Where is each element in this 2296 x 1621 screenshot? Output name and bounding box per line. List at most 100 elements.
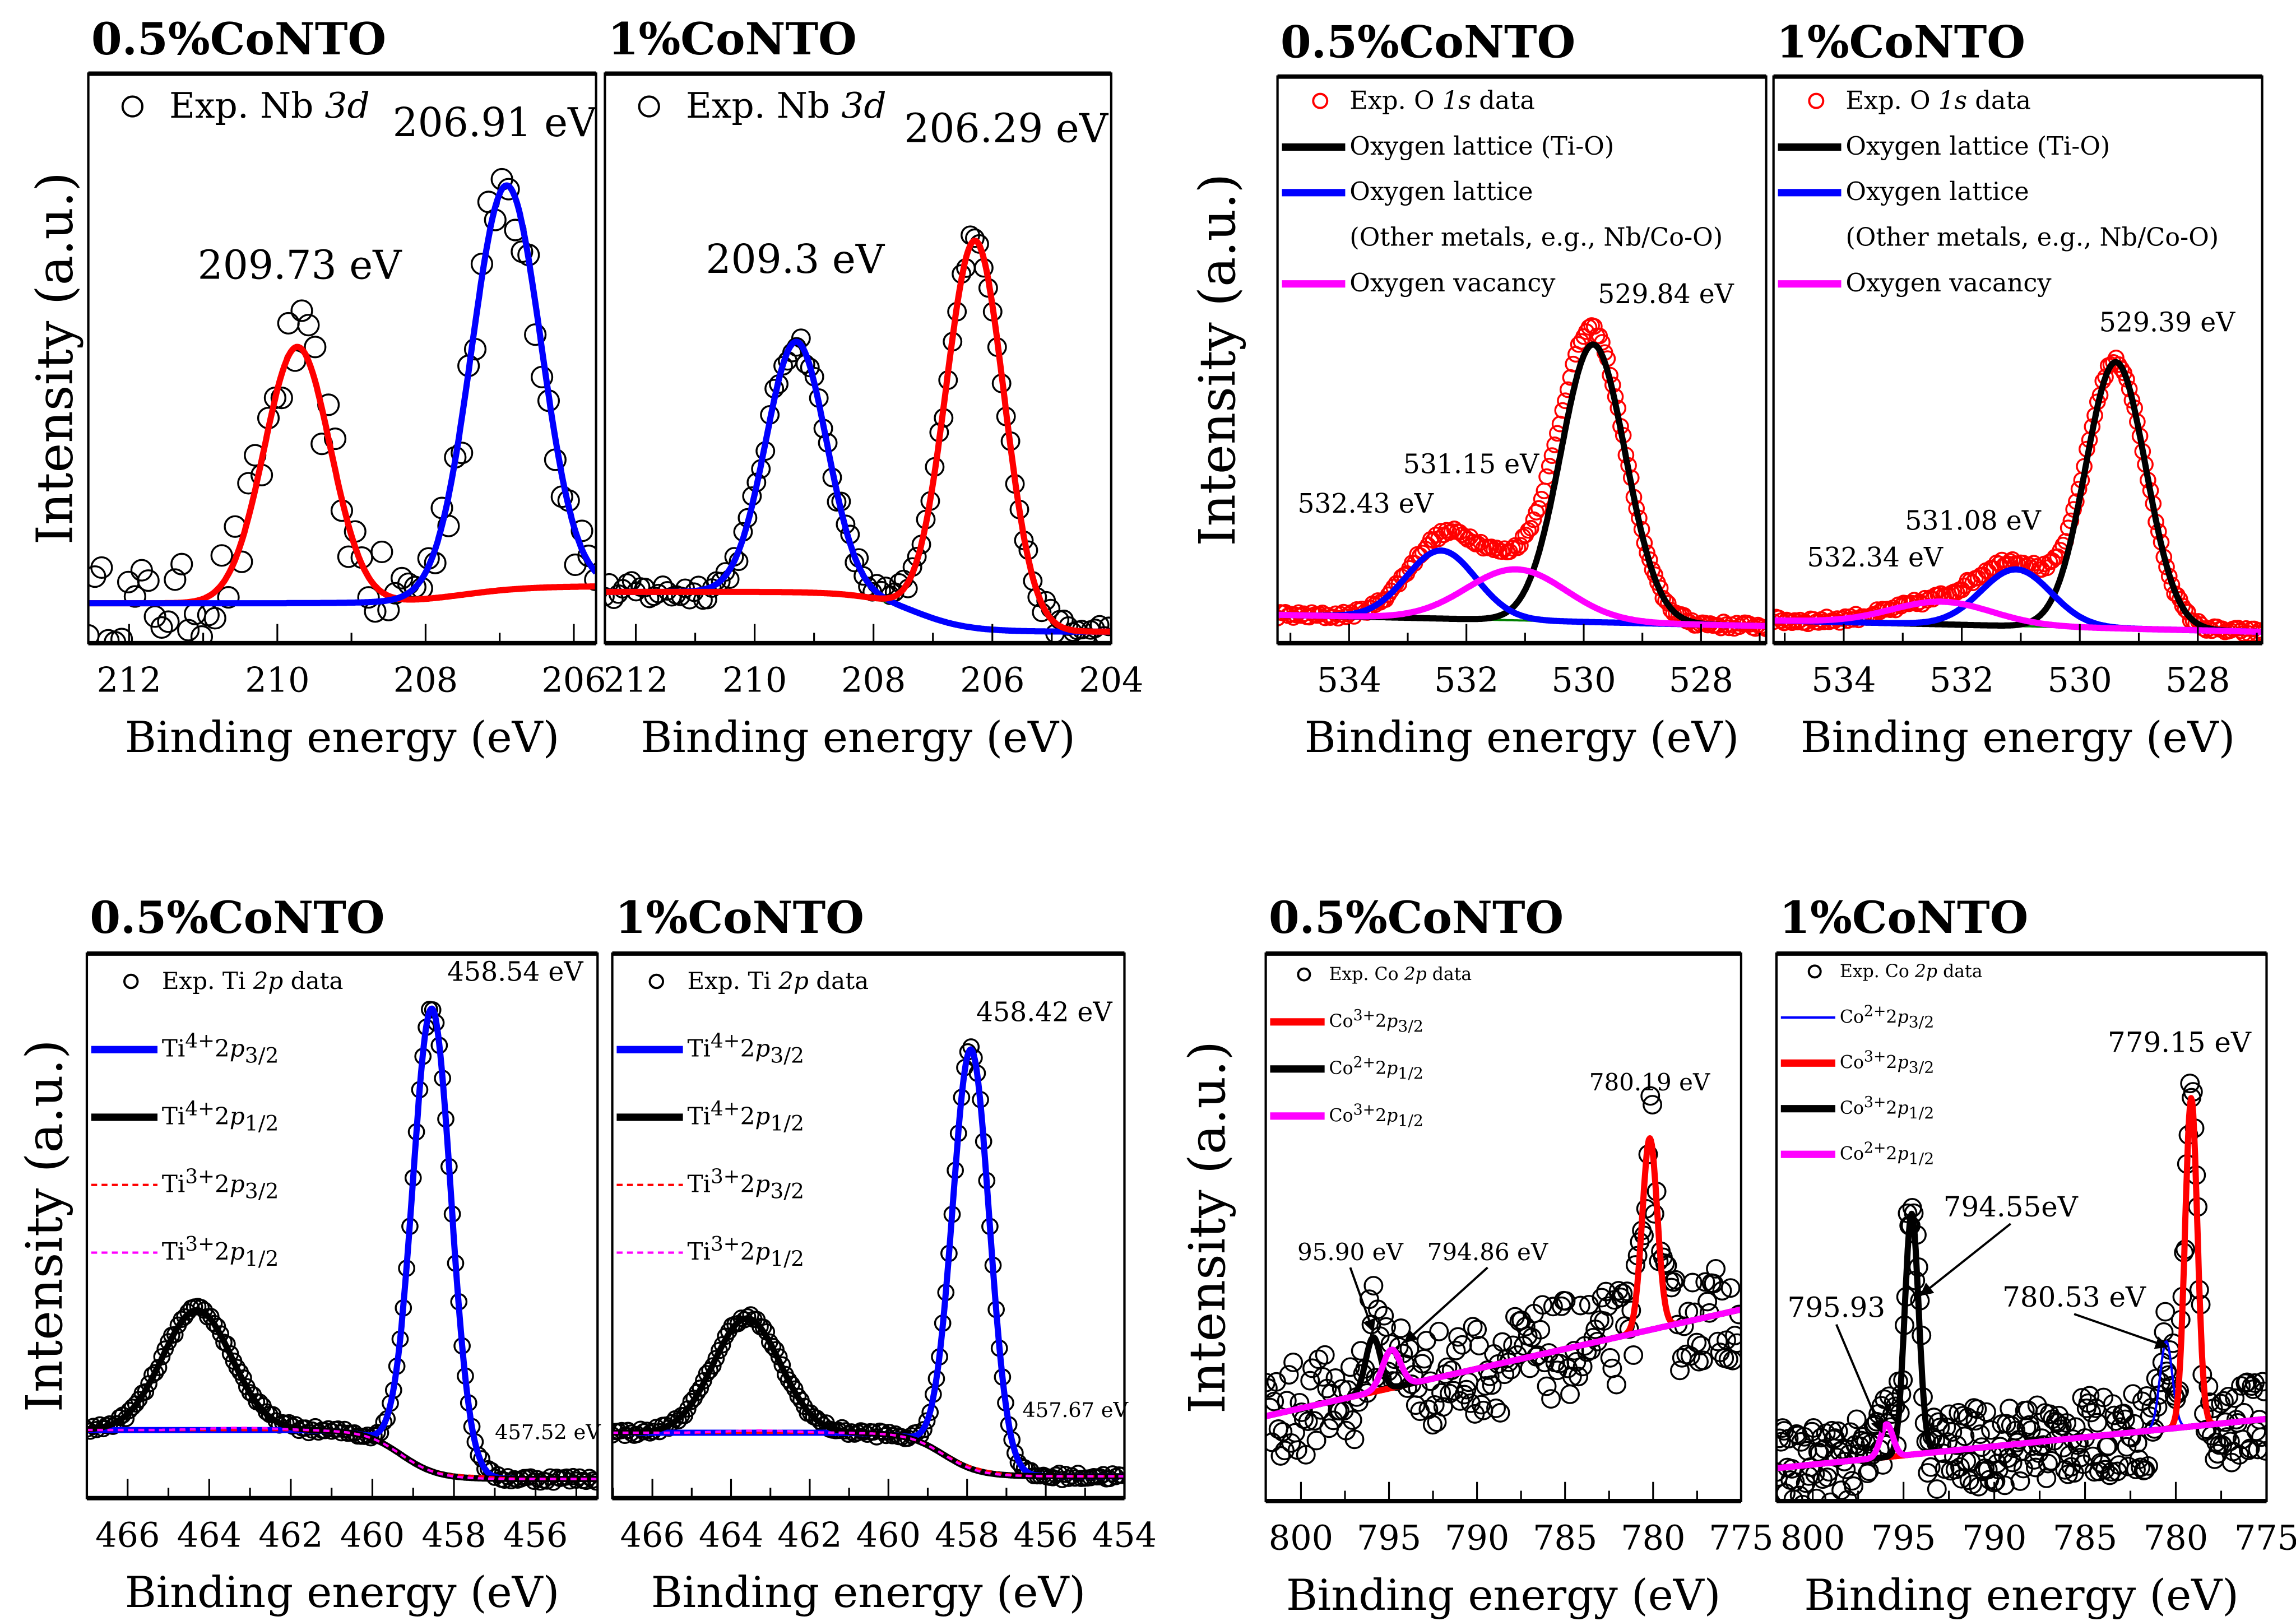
legend-label-part: 2 (215, 1238, 230, 1265)
exp-data-point (1325, 1368, 1346, 1388)
peak-annotation: 779.15 eV (2108, 1027, 2252, 1059)
y-axis-label: Intensity (a.u.) (1179, 1041, 1237, 1414)
exp-data-point (1720, 1278, 1741, 1298)
legend-label-part: Exp. Nb (686, 85, 841, 126)
x-tick-label: 532 (1929, 661, 1994, 700)
legend-label-part: 2+ (1864, 1002, 1886, 1020)
panel-co2p-1: 1%CoNTO Binding energy (eV) 800 795 790 785 78… (1775, 891, 2296, 1620)
legend-label-part: Co (1840, 1144, 1864, 1164)
exp-data-point (692, 1380, 709, 1397)
x-tick-label: 208 (393, 661, 458, 700)
exp-data-point (2081, 1402, 2102, 1423)
legend-item: Co2+2p1/2 (1780, 1139, 1934, 1168)
legend-label-part: p (230, 1035, 245, 1062)
exp-data-point (176, 1308, 194, 1326)
exp-data-point (2098, 1436, 2118, 1456)
legend-label: Ti4+2p1/2 (687, 1097, 804, 1136)
exp-data-point (137, 569, 160, 592)
x-tick-label: 204 (1079, 661, 1143, 700)
plot-frame (1276, 75, 1768, 644)
peak-annotation: 458.42 eV (976, 997, 1112, 1028)
fit-component-3 (1265, 1306, 1741, 1419)
exp-data-point (2072, 1388, 2092, 1408)
exp-data-point (2117, 1437, 2137, 1457)
exp-data-point (2251, 1427, 2267, 1447)
peak-annotation: 529.39 eV (2099, 308, 2235, 338)
panel-title: 0.5%CoNTO (91, 13, 386, 65)
exp-data-point (2106, 1411, 2126, 1431)
exp-data-point (1416, 1331, 1436, 1351)
peak-annotation: 794.86 eV (1427, 1238, 1548, 1266)
exp-data-point (1857, 1464, 1877, 1484)
plot-area (1776, 1074, 2267, 1501)
legend-item: Exp. Ti 2p data (123, 967, 344, 995)
exp-data-point (1693, 1350, 1713, 1371)
exp-data-point (437, 514, 460, 537)
legend-label-part: 4+ (185, 1097, 215, 1120)
legend-label-part: 2 (1375, 1106, 1386, 1126)
legend-item: Oxygen lattice (Ti-O) (1282, 132, 1614, 161)
x-tick-label: 775 (1709, 1519, 1773, 1558)
legend-item: Ti3+2p3/2 (91, 1165, 279, 1204)
annotation-arrow (1835, 1323, 1884, 1433)
legend-label-part: 2p (1914, 962, 1937, 982)
legend-label-part: 2 (215, 1170, 230, 1197)
x-tick-label: 800 (1780, 1519, 1845, 1558)
legend-label: Exp. O 1s data (1845, 86, 2031, 115)
legend-item: Ti3+2p1/2 (91, 1233, 279, 1271)
exp-data-point (1927, 1479, 1947, 1499)
legend: Exp. O 1s data Oxygen lattice (Ti-O) Oxyge… (1778, 86, 2219, 298)
legend-item: Ti4+2p3/2 (91, 1030, 279, 1068)
x-tick-label: 464 (699, 1516, 763, 1555)
exp-data-point (1712, 1281, 1732, 1301)
peak-annotation: 458.54 eV (447, 956, 583, 987)
legend-label-part: Exp. Nb (169, 85, 324, 126)
exp-data-point (1530, 500, 1547, 517)
x-tick-label: 460 (340, 1516, 405, 1555)
fit-component-4 (612, 1429, 1125, 1478)
exp-data-point (164, 568, 187, 591)
panel-title: 1%CoNTO (615, 891, 864, 944)
panel-nb3d-1: 1%CoNTO Binding energy (eV) 212 210 208 206 20… (604, 13, 1144, 762)
legend-label-part: data (1427, 964, 1472, 984)
x-tick-label: 206 (541, 661, 606, 700)
exp-data-point (1444, 1381, 1464, 1401)
legend-label-part: 2p (253, 967, 284, 995)
exp-data-point (451, 442, 474, 465)
plot-frame (87, 72, 597, 644)
exp-data-point (1446, 1340, 1466, 1360)
peak-annotation: 531.08 eV (1905, 506, 2041, 537)
legend-label: Oxygen lattice (1845, 177, 2029, 206)
exp-data-point (2121, 1428, 2141, 1448)
legend-label-part: 1/2 (1398, 1065, 1423, 1083)
legend-item: Ti4+2p3/2 (616, 1030, 804, 1068)
exp-data-point (1463, 1317, 1483, 1337)
legend-label: Exp. Nb 3d (169, 85, 370, 126)
legend-label: Co3+2p3/2 (1840, 1048, 1934, 1077)
legend-item: Ti3+2p1/2 (616, 1233, 804, 1271)
exp-data-point (2180, 1074, 2200, 1094)
legend-label-part: 1/2 (1909, 1104, 1935, 1123)
exp-data-point (605, 587, 615, 607)
exp-data-point (1374, 1306, 1394, 1326)
exp-data-point (1467, 1320, 1487, 1340)
exp-data-point (1847, 1409, 1867, 1429)
exp-data-point (1283, 1352, 1304, 1372)
exp-data-point (290, 299, 313, 322)
plot-area (86, 1001, 598, 1491)
exp-data-point (1275, 1441, 1295, 1461)
exp-data-point (1569, 1367, 1589, 1387)
peak-annotation: 529.84 eV (1598, 279, 1734, 310)
legend-label-part: 3d (841, 85, 886, 126)
legend-item: Exp. Nb 3d (638, 85, 887, 126)
exp-data-point (370, 540, 393, 563)
exp-data-point (97, 629, 120, 643)
legend-label-part: 2p (1404, 964, 1427, 984)
legend-label-part: Ti (687, 1103, 710, 1130)
legend-item: Oxygen vacancy (1282, 268, 1556, 298)
legend-label-part: data (1967, 86, 2031, 115)
legend-label-part: p (1897, 1007, 1908, 1027)
fit-component-4 (1776, 1415, 2267, 1471)
exp-data-point (390, 566, 414, 589)
legend-label-part: Ti (687, 1035, 710, 1062)
